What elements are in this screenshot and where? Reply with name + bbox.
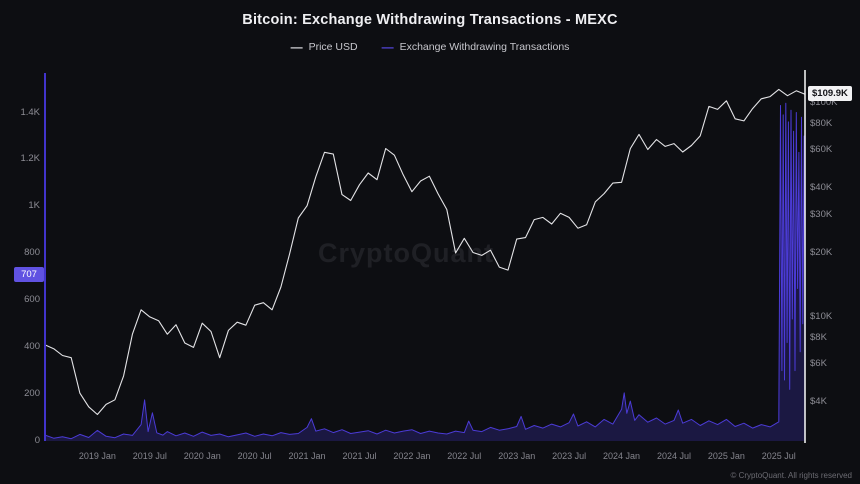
legend-withdrawals-label: Exchange Withdrawing Transactions <box>399 41 570 53</box>
chart-title: Bitcoin: Exchange Withdrawing Transactio… <box>242 12 618 28</box>
current-price-badge: $109.9K <box>808 86 852 102</box>
withdrawals-area-fill <box>45 103 805 441</box>
legend-item-price[interactable]: — Price USD <box>291 41 358 53</box>
withdrawals-line-swatch: — <box>381 40 394 54</box>
legend: — Price USD — Exchange Withdrawing Trans… <box>0 41 860 53</box>
legend-price-label: Price USD <box>308 41 358 53</box>
current-withdrawals-badge: 707 <box>14 267 44 283</box>
withdrawals-line <box>44 102 806 440</box>
price-line <box>44 88 806 416</box>
price-line-swatch: — <box>290 40 303 54</box>
copyright: © CryptoQuant. All rights reserved <box>730 471 853 480</box>
legend-item-withdrawals[interactable]: — Exchange Withdrawing Transactions <box>382 41 570 53</box>
